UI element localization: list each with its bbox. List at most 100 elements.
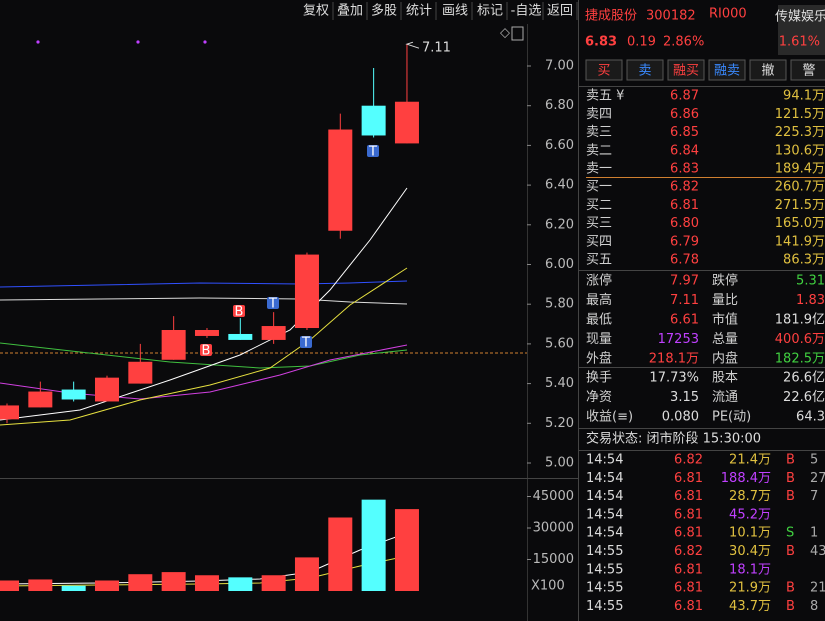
button-label[interactable]: 融买 bbox=[673, 64, 699, 79]
y-tick-label: 6.20 bbox=[545, 217, 574, 232]
volume-bar bbox=[0, 580, 19, 591]
marker bbox=[233, 305, 245, 317]
marker bbox=[267, 297, 279, 309]
volume-bar bbox=[261, 575, 286, 591]
book-volume: 86.3万 bbox=[783, 253, 825, 268]
toolbar-item[interactable]: 叠加 bbox=[337, 4, 363, 19]
button[interactable] bbox=[585, 59, 623, 81]
book-volume: 130.6万 bbox=[775, 143, 825, 158]
ma-line bbox=[0, 342, 408, 369]
stat-label: 收益(≡) bbox=[586, 410, 633, 425]
book-label: 买三 bbox=[586, 216, 612, 231]
toolbar-item[interactable]: 多股 bbox=[371, 3, 397, 19]
trade-time: 14:54 bbox=[586, 453, 623, 468]
book-volume: 121.5万 bbox=[775, 107, 825, 122]
icon[interactable]: ◇ bbox=[500, 26, 510, 41]
stat-label: PE(动) bbox=[712, 410, 751, 425]
stat-value: 1.83 bbox=[796, 293, 825, 308]
book-price: 6.87 bbox=[670, 89, 699, 104]
button[interactable] bbox=[790, 59, 825, 81]
stat-value: 400.6万 bbox=[775, 332, 825, 347]
volume-bar bbox=[361, 499, 386, 591]
y-tick-label: 6.40 bbox=[545, 178, 574, 193]
button[interactable] bbox=[749, 59, 787, 81]
book-price: 6.81 bbox=[670, 198, 699, 213]
stat-value: 7.11 bbox=[670, 293, 699, 308]
trade-side: B bbox=[786, 453, 795, 468]
trade-count: 43 bbox=[810, 544, 825, 559]
volume-bar bbox=[194, 575, 219, 591]
trade-count: 27 bbox=[810, 471, 825, 486]
stat-value: 22.6亿 bbox=[783, 390, 825, 405]
button-label[interactable]: 买 bbox=[597, 64, 610, 79]
marker-label: T bbox=[368, 145, 377, 160]
trade-side: B bbox=[786, 581, 795, 596]
ma-line bbox=[0, 187, 408, 421]
book-label: 卖一 bbox=[586, 162, 612, 177]
book-price: 6.79 bbox=[670, 234, 699, 249]
ma-line bbox=[0, 297, 408, 305]
toolbar-item[interactable]: 标记 bbox=[477, 4, 503, 19]
stat-label: 最低 bbox=[586, 313, 612, 328]
trade-time: 14:54 bbox=[586, 507, 623, 522]
dot bbox=[36, 40, 40, 44]
volume-bar bbox=[61, 585, 86, 591]
book-label: 卖三 bbox=[586, 125, 612, 140]
candle-body bbox=[361, 105, 386, 136]
toolbar-item[interactable]: -自选 bbox=[511, 4, 542, 19]
volume-bar bbox=[294, 557, 319, 591]
toolbar-item[interactable]: 复权 bbox=[303, 3, 329, 19]
stat-label: 内盘 bbox=[712, 351, 738, 367]
stat-value: 17253 bbox=[658, 332, 699, 347]
y-tick-label: 5.20 bbox=[545, 416, 574, 431]
toolbar-item[interactable]: 画线 bbox=[442, 4, 468, 19]
volume-bar bbox=[328, 517, 353, 591]
volume-bar bbox=[128, 574, 153, 591]
unit-label: X100 bbox=[531, 579, 565, 594]
marker-label: B bbox=[202, 344, 211, 359]
button-label[interactable]: 融卖 bbox=[714, 64, 740, 79]
toolbar-item[interactable]: 返回 bbox=[547, 4, 573, 19]
sector-box[interactable] bbox=[778, 5, 825, 55]
volume-bar bbox=[161, 572, 186, 591]
button[interactable] bbox=[708, 59, 746, 81]
button-label[interactable]: 警 bbox=[802, 63, 815, 79]
trade-price: 6.82 bbox=[674, 453, 703, 468]
price: 6.83 bbox=[585, 35, 617, 50]
ma-line bbox=[0, 267, 408, 426]
button[interactable] bbox=[667, 59, 705, 81]
book-volume: 189.4万 bbox=[775, 162, 825, 177]
y-tick-label: 7.00 bbox=[545, 59, 574, 74]
stat-label: 外盘 bbox=[586, 351, 612, 367]
button[interactable] bbox=[626, 59, 664, 81]
button-label[interactable]: 撤 bbox=[761, 63, 774, 79]
book-price: 6.84 bbox=[670, 143, 699, 158]
volume-bar bbox=[28, 579, 53, 591]
book-label: 卖四 bbox=[586, 107, 612, 122]
trade-price: 6.81 bbox=[674, 507, 703, 522]
trade-volume: 43.7万 bbox=[729, 599, 771, 614]
status-text: 交易状态: 闭市阶段 15:30:00 bbox=[586, 431, 761, 447]
button-label[interactable]: 卖 bbox=[638, 64, 651, 79]
book-label: 卖二 bbox=[586, 143, 612, 158]
toolbar-item[interactable]: 统计 bbox=[406, 4, 432, 19]
book-volume: 141.9万 bbox=[775, 234, 825, 249]
stat-value: 182.5万 bbox=[775, 352, 825, 367]
stat-label: 流通 bbox=[712, 390, 738, 405]
stock-name: 捷成股份 bbox=[585, 9, 637, 24]
book-volume: 225.3万 bbox=[775, 125, 825, 140]
trade-side: B bbox=[786, 471, 795, 486]
pointer bbox=[405, 41, 420, 49]
y-tick-label: 30000 bbox=[533, 521, 574, 536]
book-price: 6.86 bbox=[670, 107, 699, 122]
trade-volume: 30.4万 bbox=[729, 544, 771, 559]
volume-bar bbox=[228, 577, 253, 591]
ma-line bbox=[0, 280, 408, 288]
book-price: 6.83 bbox=[670, 162, 699, 177]
candle-body bbox=[0, 405, 19, 420]
marker bbox=[367, 145, 379, 157]
icon[interactable] bbox=[511, 26, 524, 41]
candle-body bbox=[28, 391, 53, 408]
candle-body bbox=[94, 377, 119, 402]
trade-volume: 28.7万 bbox=[729, 489, 771, 504]
